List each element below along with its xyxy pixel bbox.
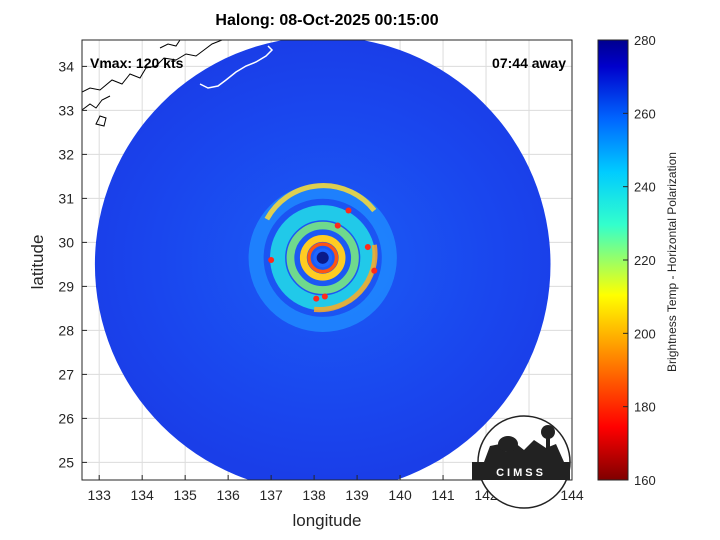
convective-cell	[334, 222, 341, 229]
x-tick-label: 144	[560, 487, 584, 503]
convective-cell	[345, 207, 352, 214]
x-tick-label: 133	[88, 487, 112, 503]
eyewall-red	[307, 242, 339, 274]
plot-frame	[81, 39, 573, 481]
x-tick-label: 136	[216, 487, 240, 503]
y-tick-label: 25	[58, 454, 74, 470]
time-away-label: 07:44 away	[492, 55, 566, 71]
colorbar-tick-label: 220	[634, 253, 656, 268]
convective-cell	[371, 267, 378, 274]
chart-title: Halong: 08-Oct-2025 00:15:00	[215, 12, 439, 29]
satellite-swath	[82, 40, 551, 480]
convective-cell	[313, 295, 320, 302]
spiral-arc-north	[264, 183, 377, 221]
spiral-arc-southeast	[313, 244, 378, 313]
vmax-label: Vmax: 120 kts	[90, 55, 184, 71]
eyewall-yellow	[299, 235, 346, 281]
x-tick-label: 137	[259, 487, 283, 503]
svg-text:CIMSS: CIMSS	[496, 467, 546, 479]
y-tick-label: 28	[58, 322, 74, 338]
colorbar-tick-label: 160	[634, 473, 656, 488]
x-tick-label: 138	[302, 487, 326, 503]
x-tick-label: 140	[388, 487, 412, 503]
colorbar-tick-label: 240	[634, 180, 656, 195]
colorbar-tick-label: 280	[634, 33, 656, 48]
colorbar-tick-label: 260	[634, 106, 656, 121]
convective-cell	[268, 256, 275, 263]
coastline-japan	[82, 40, 223, 93]
x-axis-label: longitude	[292, 511, 362, 530]
y-axis-ticks: 25 26 27 28 29 30 31 32 33 34	[58, 58, 87, 470]
y-tick-label: 31	[58, 190, 74, 206]
coastline-islands	[82, 95, 111, 127]
convective-cell	[321, 293, 328, 300]
cimss-logo: CIMSS	[472, 415, 571, 509]
colorbar-tick-label: 180	[634, 400, 656, 415]
convective-cell	[364, 244, 371, 251]
x-tick-label: 134	[130, 487, 154, 503]
y-tick-label: 26	[58, 410, 74, 426]
rainband-cyan	[270, 205, 376, 311]
colorbar-ticks: 160 180 200 220 240 260 280	[623, 33, 656, 488]
eye	[316, 251, 329, 264]
y-tick-label: 34	[58, 58, 74, 74]
y-tick-label: 32	[58, 146, 74, 162]
colorbar-tick-label: 200	[634, 326, 656, 341]
y-axis-label: latitude	[28, 234, 47, 290]
x-tick-label: 135	[173, 487, 197, 503]
x-tick-label: 141	[431, 487, 455, 503]
y-tick-label: 33	[58, 102, 74, 118]
coastline-swath	[199, 45, 274, 89]
colorbar-label: Brightness Temp - Horizontal Polarizatio…	[665, 152, 679, 372]
outer-band	[248, 183, 397, 332]
y-tick-label: 30	[58, 234, 74, 250]
y-tick-label: 29	[58, 278, 74, 294]
x-tick-label: 139	[345, 487, 369, 503]
rainband-green	[286, 221, 359, 294]
y-tick-label: 27	[58, 366, 74, 382]
